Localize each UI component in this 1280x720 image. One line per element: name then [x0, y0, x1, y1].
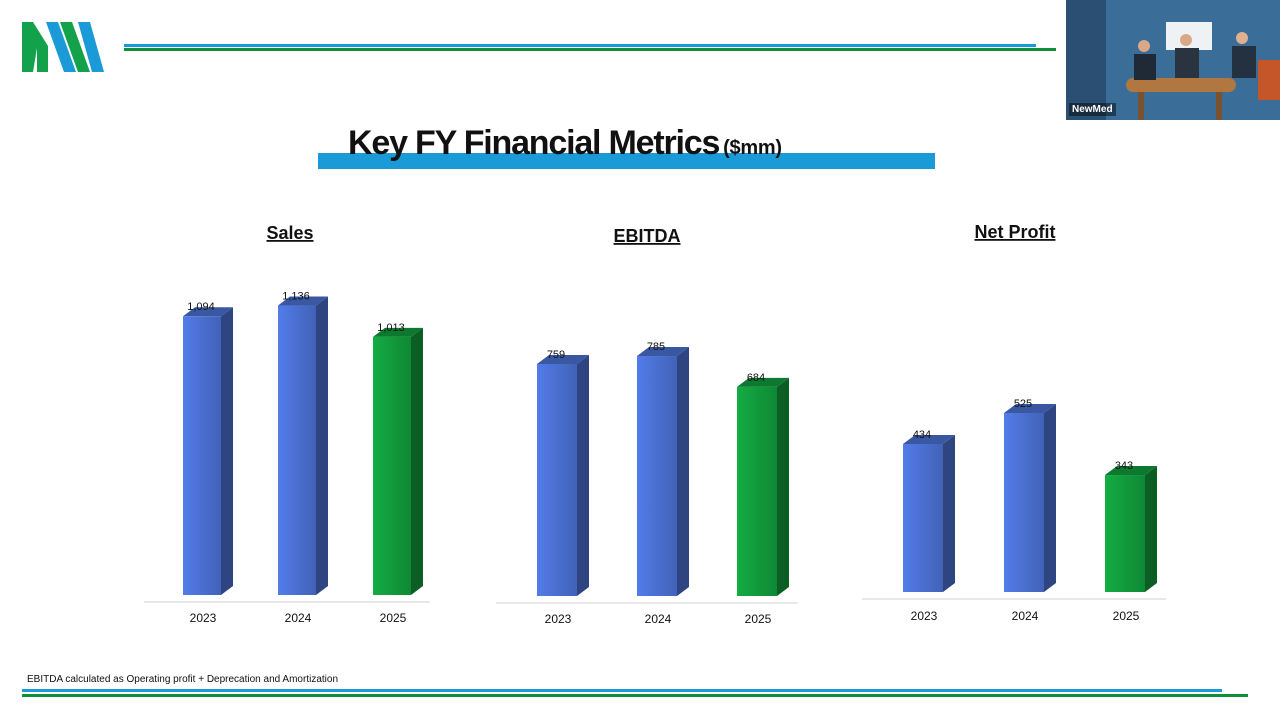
bar-top [637, 347, 689, 357]
net-profit-chart: Net Profit 434 2023 525 2024 343 2025 [860, 215, 1170, 635]
net-profit-value-label: 525 [1014, 398, 1032, 410]
ebitda-title: EBITDA [614, 226, 681, 246]
footer-rule-blue [22, 689, 1222, 692]
bar-side [411, 327, 423, 595]
net-profit-category-label: 2025 [1113, 609, 1140, 623]
ebitda-value-label: 785 [647, 341, 665, 353]
net-profit-title: Net Profit [975, 222, 1056, 242]
net-profit-category-label: 2023 [911, 609, 938, 623]
ebitda-value-label: 684 [747, 372, 765, 384]
video-feed[interactable]: NewMed [1066, 0, 1280, 120]
sales-title: Sales [266, 223, 313, 243]
bar-side [1044, 403, 1056, 592]
bar-side [1145, 466, 1157, 592]
net-profit-svg: Net Profit 434 2023 525 2024 343 2025 [862, 222, 1166, 623]
ebitda-chart: EBITDA 759 2023 785 2024 684 2025 [492, 215, 802, 635]
net-profit-bar-2025 [1105, 466, 1157, 592]
net-profit-bar-2023 [903, 435, 955, 592]
slide-title-text: Key FY Financial Metrics [348, 124, 720, 162]
title-underline-bar [318, 153, 935, 169]
header-rule-green [124, 48, 1056, 51]
ebitda-svg: EBITDA 759 2023 785 2024 684 2025 [496, 226, 798, 626]
bar-top [537, 354, 589, 364]
bar-top [737, 377, 789, 387]
bar-side [677, 347, 689, 596]
net-profit-bar-2024 [1004, 403, 1056, 592]
sales-category-label: 2024 [285, 611, 312, 625]
bar-front [1105, 475, 1145, 592]
sales-value-label: 1,094 [187, 301, 215, 313]
sales-svg: Sales 1,094 2023 1,136 2024 1,013 2025 [144, 223, 430, 625]
video-scene [1066, 0, 1280, 120]
header-rule-blue [124, 44, 1036, 47]
footer-rule-green [22, 694, 1248, 697]
bar-side [316, 296, 328, 595]
ebitda-category-label: 2023 [545, 612, 572, 626]
ebitda-bar-2025 [737, 377, 789, 596]
video-label: NewMed [1069, 103, 1116, 116]
sales-chart: Sales 1,094 2023 1,136 2024 1,013 2025 [140, 215, 440, 635]
bar-front [537, 363, 577, 596]
ebitda-bar-2023 [537, 354, 589, 596]
slide-title-unit: ($mm) [723, 137, 782, 159]
net-profit-value-label: 434 [913, 429, 931, 441]
bar-front [1004, 412, 1044, 592]
sales-bar-2025 [373, 327, 423, 595]
bar-front [903, 444, 943, 592]
bar-side [777, 377, 789, 596]
slide-title: Key FY Financial Metrics ($mm) [348, 124, 782, 163]
ebitda-value-label: 759 [547, 349, 565, 361]
sales-category-label: 2025 [380, 611, 407, 625]
sales-value-label: 1,013 [377, 322, 405, 334]
bar-side [943, 435, 955, 592]
bar-side [221, 307, 233, 595]
sales-bar-2024 [278, 296, 328, 595]
sales-category-label: 2023 [190, 611, 217, 625]
bar-top [373, 327, 423, 337]
bar-front [637, 356, 677, 596]
bar-top [183, 307, 233, 317]
bar-top [278, 296, 328, 306]
bar-front [278, 305, 316, 595]
ebitda-category-label: 2025 [745, 612, 772, 626]
bar-side [577, 354, 589, 596]
bar-front [737, 386, 777, 596]
sales-bar-2023 [183, 307, 233, 595]
newmed-logo [22, 22, 106, 72]
bar-top [1105, 466, 1157, 476]
sales-value-label: 1,136 [282, 291, 310, 303]
net-profit-category-label: 2024 [1012, 609, 1039, 623]
ebitda-bar-2024 [637, 347, 689, 596]
bar-front [373, 336, 411, 595]
bar-front [183, 316, 221, 595]
footnote: EBITDA calculated as Operating profit + … [27, 674, 339, 685]
net-profit-value-label: 343 [1115, 460, 1133, 472]
ebitda-category-label: 2024 [645, 612, 672, 626]
bar-top [1004, 403, 1056, 413]
bar-top [903, 435, 955, 445]
